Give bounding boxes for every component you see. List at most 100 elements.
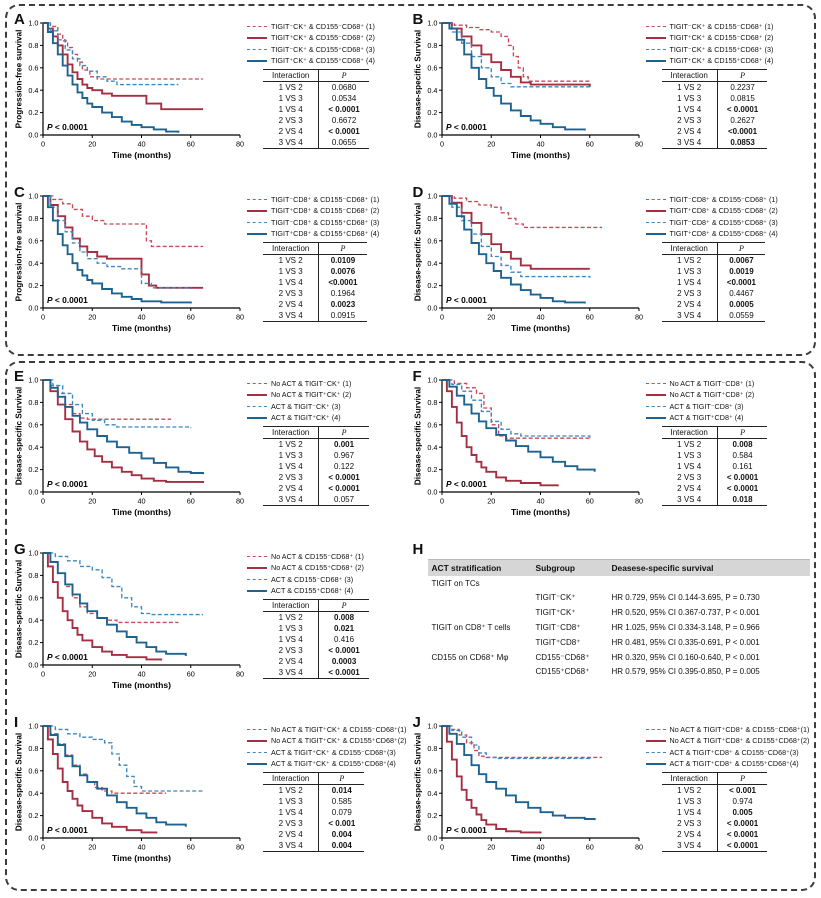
p-value-annotation: P < 0.0001 [47,479,88,489]
legend-item: No ACT & TIGIT⁻CK⁺ (1) [247,379,412,388]
y-tick-label: 0.4 [28,259,38,268]
p-value: 0.0076 [330,266,356,276]
legend-item: ACT & TIGIT⁻CD8⁺ (3) [645,402,811,411]
act-table-header: Deasese-specific survival [607,559,810,576]
p-value: 0.0109 [330,255,356,265]
x-tick-label: 80 [634,497,642,506]
comparison-label: 1 VS 4 [263,277,320,288]
panel-E: E 0.0 0.2 0.4 0.6 0.8 1.0 0 20 40 60 80 Disease-spec… [13,368,412,541]
y-tick-label: 0.8 [427,744,437,753]
legend-line-sample [247,728,267,730]
interaction-header-row: Interaction P [661,69,768,82]
interaction-header-row: Interaction P [661,426,768,439]
y-tick-label: 1.0 [28,549,38,558]
interaction-header: Interaction [263,772,320,785]
x-tick-label: 20 [88,313,96,322]
act-table-header: Subgroup [531,559,608,576]
interaction-header: Interaction [661,242,718,255]
panel-D: D 0.0 0.2 0.4 0.6 0.8 1.0 0 20 40 60 80 Disease-spec… [412,184,811,357]
y-tick-label: 0.2 [28,811,38,820]
km-panel: 0.0 0.2 0.4 0.6 0.8 1.0 0 20 40 60 80 Disease-speci… [13,714,412,879]
interaction-row: 1 VS 4 0.079 [263,807,364,818]
y-tick-label: 1.0 [427,19,437,28]
interaction-row: 1 VS 3 0.0815 [661,93,768,104]
legend-line-sample [247,762,267,765]
comparison-label: 1 VS 4 [661,104,718,115]
interaction-header: Interaction [661,772,718,785]
hr-ci-cell: HR 0.729, 95% CI 0.144-3.695, P = 0.730 [611,593,760,603]
comparison-label: 2 VS 3 [263,818,320,829]
legend-line-sample [645,198,666,200]
act-table-header: ACT stratification [427,559,532,576]
km-curve-group4 [43,22,180,133]
p-value: 0.079 [331,807,352,817]
x-tick-label: 60 [585,843,593,852]
y-tick-label: 0.8 [28,571,38,580]
interaction-header: Interaction [263,242,320,255]
x-tick-label: 60 [187,670,195,679]
act-group-cell: TIGIT on CD8⁺ T cells [431,622,511,632]
km-panel: 0.0 0.2 0.4 0.6 0.8 1.0 0 20 40 60 80 Progression-f… [13,184,412,349]
km-curve-group1 [43,725,167,794]
interaction-table: Interaction P 1 VS 2 0.014 1 VS 3 0.585 1 VS 4… [263,772,365,852]
legend-and-table: TIGIT⁻CD8⁺ & CD155⁻CD68⁺ (1) TIGIT⁺CD8⁺ &… [247,184,412,322]
p-value: < 0.001 [328,818,356,828]
km-curve-group1 [441,725,602,759]
legend-line-sample [247,36,267,39]
x-tick-label: 60 [187,140,195,149]
plot-column: 0.0 0.2 0.4 0.6 0.8 1.0 0 20 40 60 80 Disease-speci… [13,714,247,879]
p-value: 0.1964 [330,288,356,298]
legend-label: No ACT & TIGIT⁺CD8⁺ & CD155⁺CD68⁺(2) [669,736,810,745]
km-curve-group2 [441,22,591,87]
interaction-table: Interaction P 1 VS 2 0.0067 1 VS 3 0.0019 1 VS… [661,242,765,322]
x-tick-label: 20 [88,843,96,852]
km-plot: 0.0 0.2 0.4 0.6 0.8 1.0 0 20 40 60 80 Disease-speci… [15,376,245,517]
y-tick-label: 0.2 [28,281,38,290]
y-axis-label: Progression-free survival [15,203,24,302]
interaction-row: 3 VS 4 0.0915 [263,310,367,322]
legend-item: TIGIT⁺CD8⁺ & CD155⁺CD68⁺ (4) [645,229,811,238]
interaction-header-row: Interaction P [661,242,765,255]
interaction-header: Interaction [263,599,320,612]
km-panel: 0.0 0.2 0.4 0.6 0.8 1.0 0 20 40 60 80 Progression-f… [13,11,412,176]
legend-line-sample [247,382,267,384]
interaction-header-row: Interaction P [661,772,768,785]
km-curve-group3 [441,379,590,439]
x-tick-label: 80 [634,140,642,149]
p-value: 0.0534 [331,93,357,103]
p-value: 0.008 [732,439,753,449]
plot-column: 0.0 0.2 0.4 0.6 0.8 1.0 0 20 40 60 80 Disease-speci… [412,368,646,533]
p-header: P [717,772,768,785]
p-value: < 0.0001 [726,818,759,828]
act-group-cell [428,635,532,650]
y-tick-label: 0.4 [427,259,437,268]
act-table-row: TIGIT on TCs [428,576,810,591]
p-value: < 0.0001 [328,126,360,136]
legend-item: ACT & TIGIT⁺CK⁺ & CD155⁻CD68⁺(3) [247,748,412,757]
interaction-row: 2 VS 4 0.0003 [263,656,369,667]
comparison-label: 1 VS 4 [661,277,718,288]
legend-line-sample [645,751,666,753]
comparison-label: 2 VS 3 [661,818,718,829]
comparison-label: 1 VS 2 [661,438,718,450]
p-header: P [717,426,768,439]
p-value: 0.2237 [730,82,755,92]
y-axis-label: Disease-specific Survival [15,733,24,831]
p-value: 0.0003 [331,656,357,666]
x-tick-label: 60 [585,313,593,322]
legend-item: TIGIT⁻CK⁺ & CD155⁺CD68⁺ (3) [247,45,412,54]
legend-item: TIGIT⁻CD8⁺ & CD155⁻CD68⁺ (1) [247,195,412,204]
act-table-row: CD155 on CD68⁺ Mφ CD155⁻CD68⁺ HR 0.320, 95… [428,650,810,665]
km-panel: 0.0 0.2 0.4 0.6 0.8 1.0 0 20 40 60 80 Disease-speci… [412,184,811,349]
legend-item: TIGIT⁻CD8⁺ & CD155⁻CD68⁺ (1) [645,195,811,204]
y-tick-label: 0.6 [28,236,38,245]
comparison-label: 2 VS 3 [661,288,718,299]
interaction-row: 1 VS 2 < 0.001 [661,784,768,796]
p-value: 0.004 [331,829,352,839]
legend: TIGIT⁻CD8⁺ & CD155⁻CD68⁺ (1) TIGIT⁺CD8⁺ &… [645,195,811,238]
y-tick-label: 0.6 [427,766,437,775]
y-tick-label: 1.0 [427,376,437,385]
panel-letter: F [412,368,422,385]
legend-line-sample [247,59,267,62]
p-value: 0.0005 [729,299,754,309]
